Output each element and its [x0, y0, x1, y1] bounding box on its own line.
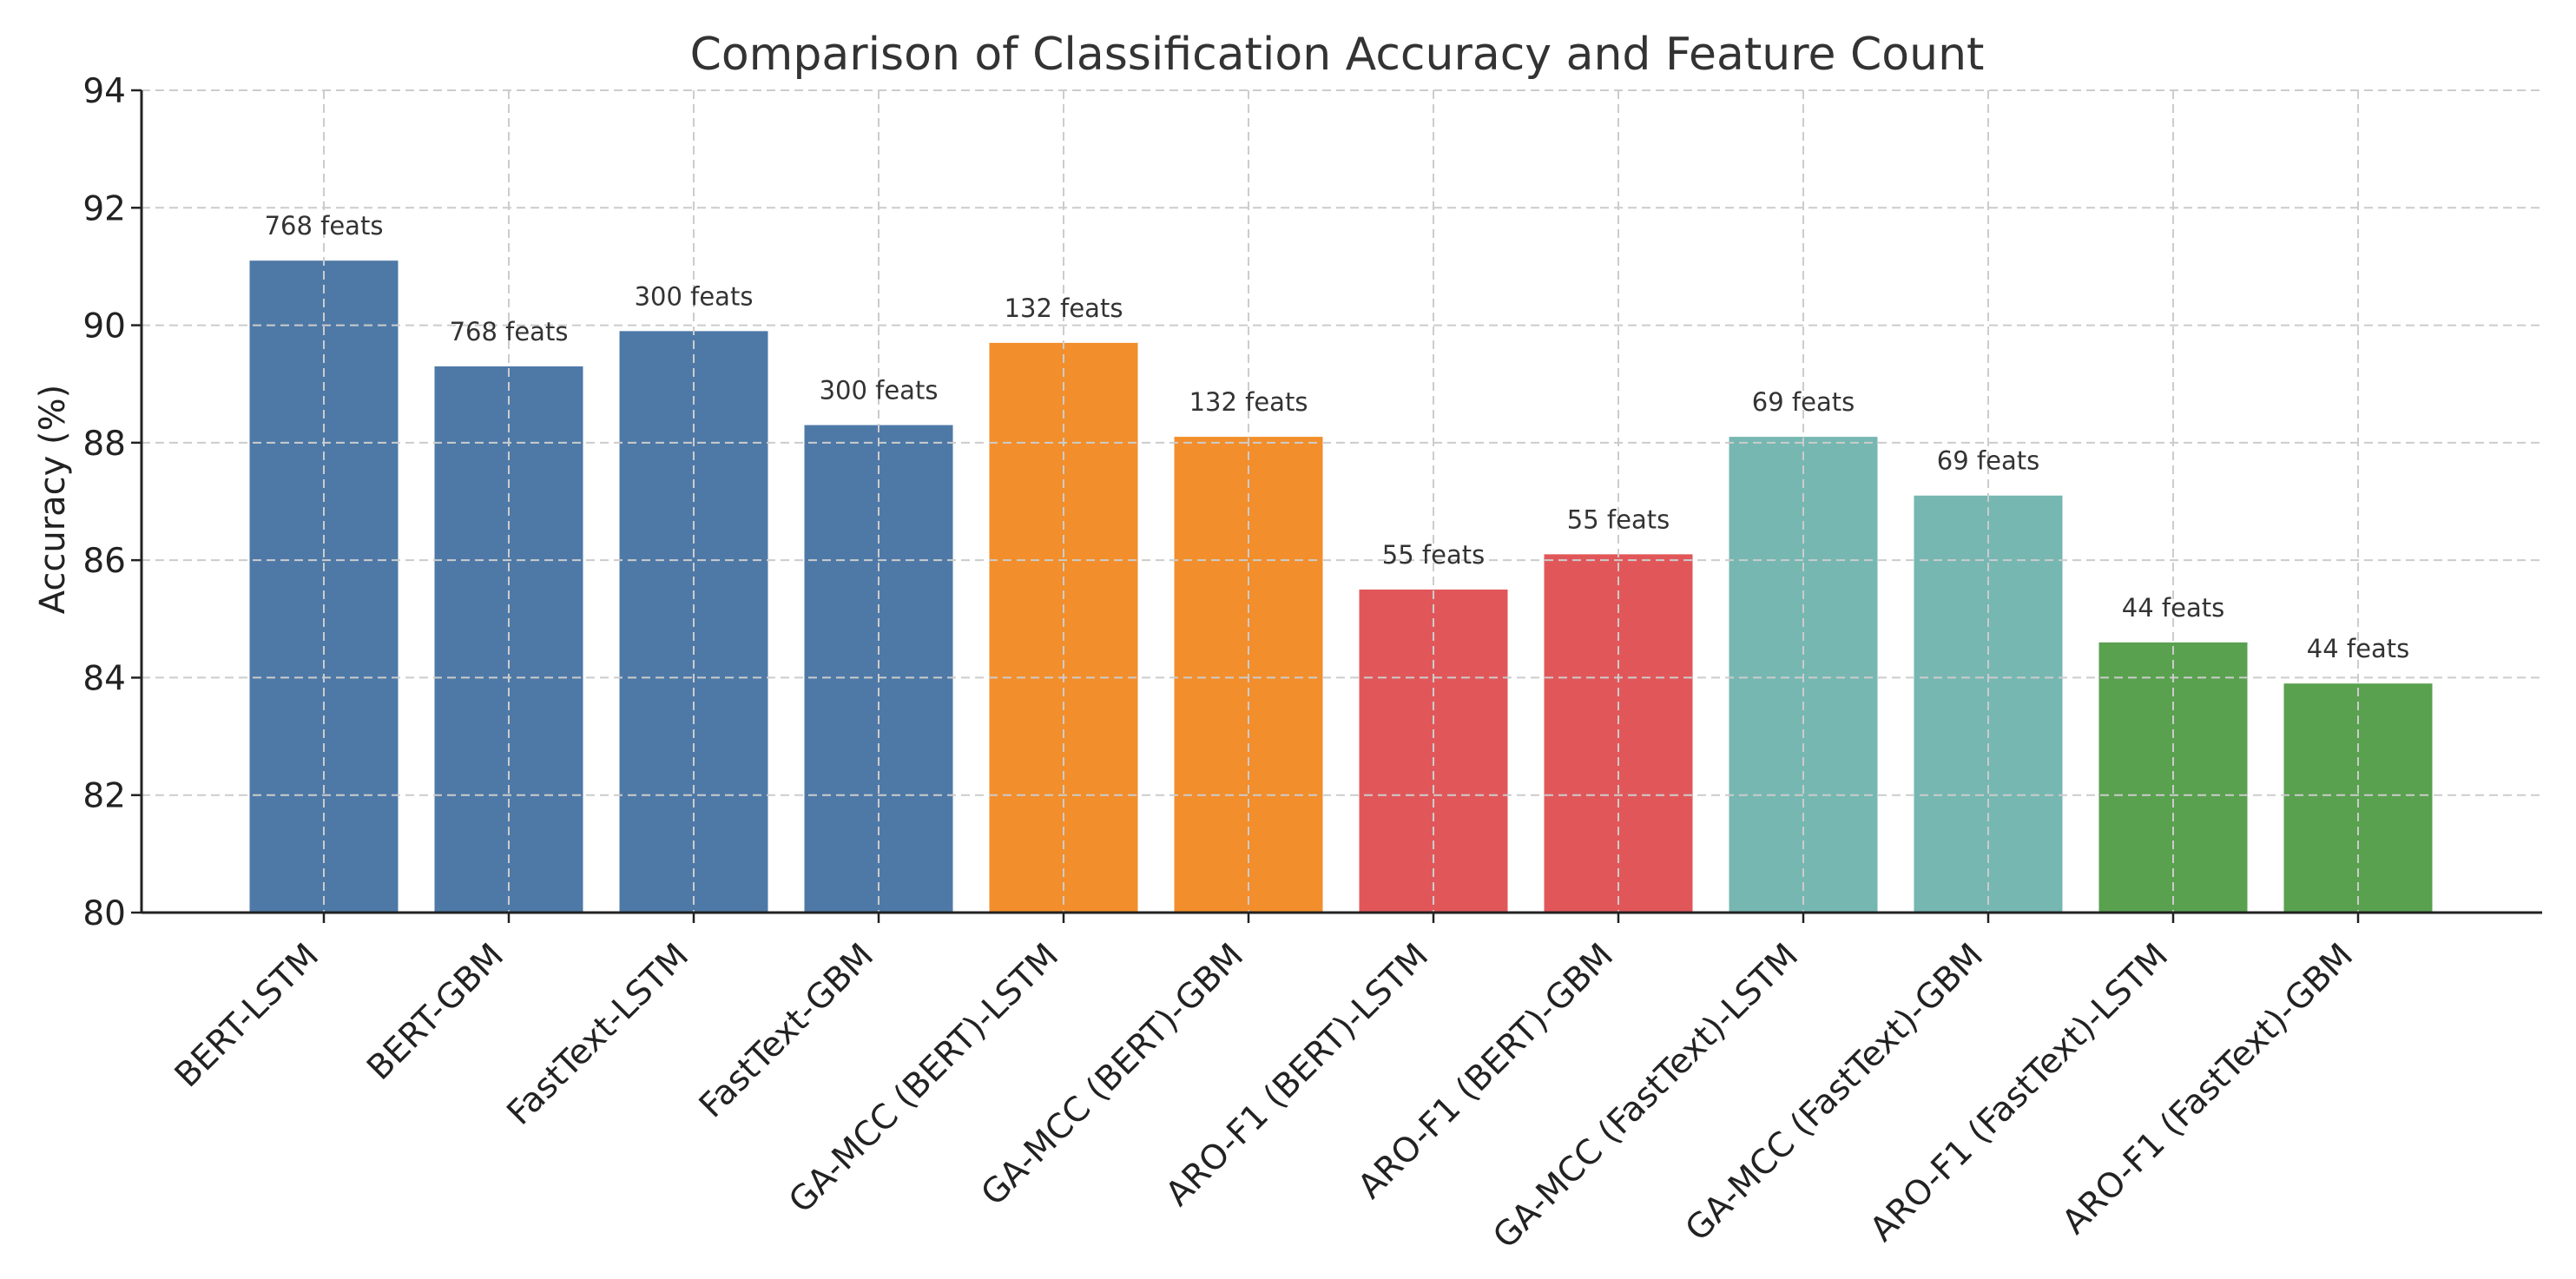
y-axis-label: Accuracy (%)	[33, 385, 73, 615]
data-label: 55 feats	[1567, 504, 1670, 534]
data-label: 69 feats	[1937, 446, 2039, 476]
y-tick-label: 94	[82, 72, 126, 111]
x-tick-label: GA-MCC (FastText)-LSTM	[1486, 936, 1806, 1256]
x-tick-label: BERT-LSTM	[168, 936, 326, 1095]
bars	[249, 260, 2433, 913]
y-tick-label: 88	[82, 425, 126, 464]
data-label: 44 feats	[2307, 634, 2409, 663]
data-label: 132 feats	[1189, 387, 1308, 417]
data-label: 300 feats	[635, 281, 754, 311]
y-tick-label: 84	[82, 659, 126, 698]
x-tick-label: FastText-LSTM	[500, 936, 696, 1132]
y-tick-label: 90	[82, 307, 126, 346]
y-tick-label: 82	[82, 777, 126, 816]
y-tick-label: 80	[82, 894, 126, 933]
x-tick-label: ARO-F1 (FastText)-LSTM	[1862, 936, 2176, 1249]
data-label: 55 feats	[1382, 540, 1485, 570]
data-label: 69 feats	[1752, 387, 1855, 417]
chart-title: Comparison of Classification Accuracy an…	[690, 29, 1985, 81]
grid-lines	[142, 89, 2542, 913]
x-tick-label: BERT-GBM	[359, 936, 511, 1088]
x-tick-label: FastText-GBM	[692, 936, 881, 1125]
x-tick-label: ARO-F1 (FastText)-GBM	[2055, 936, 2361, 1242]
x-tick-label: GA-MCC (FastText)-GBM	[1678, 936, 1991, 1249]
data-label: 132 feats	[1005, 293, 1123, 323]
data-label: 44 feats	[2122, 593, 2224, 623]
data-label: 300 feats	[820, 376, 939, 405]
axes	[131, 89, 2542, 923]
data-label: 768 feats	[450, 317, 569, 346]
data-label: 768 feats	[265, 211, 384, 241]
y-tick-label: 92	[82, 189, 126, 228]
y-tick-label: 86	[82, 542, 126, 581]
